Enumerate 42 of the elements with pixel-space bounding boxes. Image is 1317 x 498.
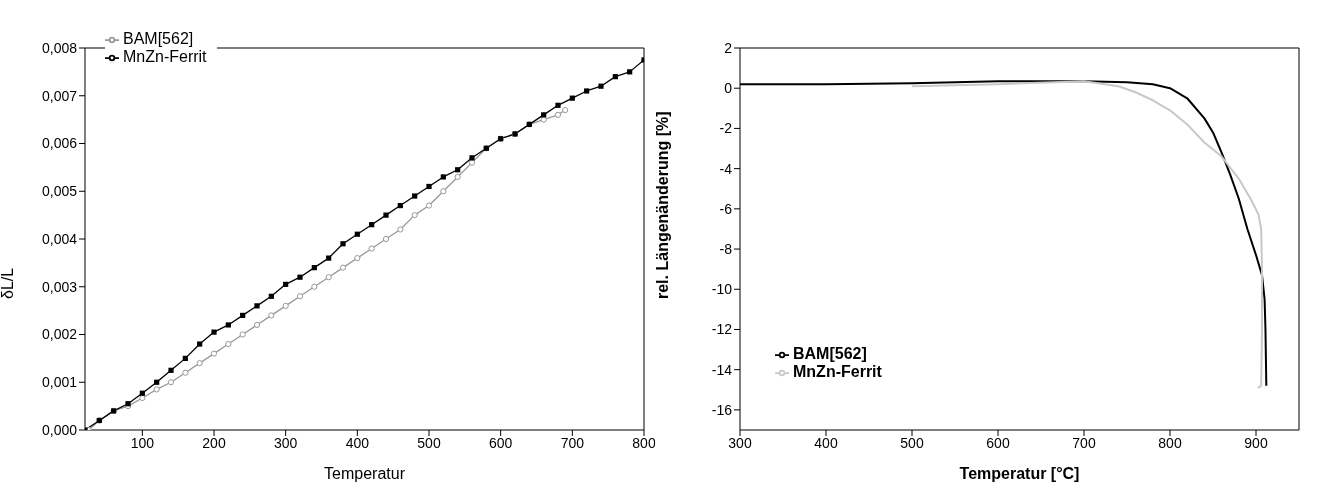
y-tick-label: -12 — [711, 321, 733, 338]
legend-label: BAM[562] — [793, 345, 867, 362]
x-tick-label: 200 — [202, 434, 226, 451]
x-axis-title: Temperatur — [324, 465, 406, 483]
y-tick-label: 0,004 — [41, 230, 78, 247]
y-tick-label: 0,002 — [41, 326, 78, 343]
y-tick-label: 0,008 — [41, 39, 78, 56]
y-tick-label: -10 — [711, 281, 733, 298]
x-tick-label: 600 — [488, 434, 513, 451]
y-tick-label: 0,001 — [41, 374, 78, 391]
y-tick-label: -4 — [719, 160, 733, 177]
x-tick-label: 900 — [1244, 434, 1268, 451]
y-tick-label: 0,007 — [41, 87, 78, 104]
x-tick-label: 600 — [986, 434, 1010, 451]
x-tick-label: 300 — [273, 434, 298, 451]
x-axis-title: Temperatur [°C] — [959, 465, 1080, 483]
x-tick-label: 100 — [130, 434, 155, 451]
legend-label: MnZn-Ferrit — [793, 363, 882, 380]
y-tick-label: 0,003 — [41, 278, 78, 295]
x-tick-label: 700 — [560, 434, 585, 451]
y-tick-label: -8 — [719, 241, 733, 258]
y-tick-label: 0,000 — [41, 421, 78, 438]
y-tick-label: 0 — [724, 80, 733, 97]
x-tick-label: 400 — [814, 434, 838, 451]
y-tick-label: -16 — [711, 401, 733, 418]
y-tick-label: -6 — [719, 200, 733, 217]
legend-label: MnZn-Ferrit — [123, 48, 207, 65]
x-tick-label: 700 — [1072, 434, 1096, 451]
x-tick-label: 500 — [417, 434, 441, 451]
legend-label: BAM[562] — [123, 30, 194, 47]
x-tick-label: 500 — [900, 434, 924, 451]
y-axis-title: δL/L — [0, 267, 16, 299]
y-tick-label: -2 — [719, 120, 733, 137]
y-tick-label: 0,005 — [41, 183, 78, 200]
x-tick-label: 300 — [728, 434, 752, 451]
x-tick-label: 400 — [345, 434, 370, 451]
x-tick-label: 800 — [632, 434, 656, 451]
y-tick-label: 2 — [724, 39, 733, 56]
y-tick-label: 0,006 — [41, 135, 78, 152]
y-tick-label: -14 — [711, 361, 733, 378]
x-tick-label: 800 — [1158, 434, 1182, 451]
y-axis-title: rel. Längenänderung [%] — [653, 111, 671, 299]
